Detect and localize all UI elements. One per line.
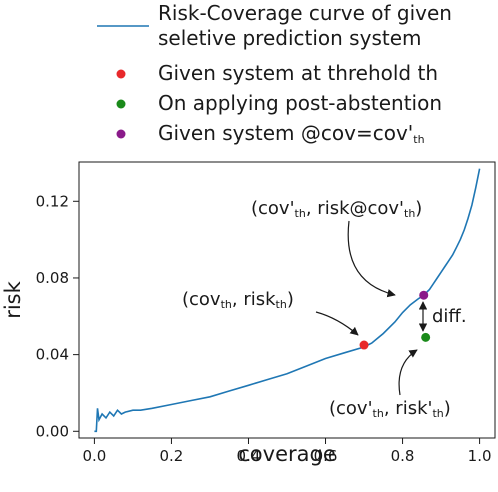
x-axis-title: coverage [238, 442, 336, 466]
legend-green-label: On applying post-abstention [158, 91, 442, 115]
x-tick-label: 0.2 [160, 447, 184, 465]
x-tick-label: 0.6 [314, 447, 338, 465]
y-tick-label: 0.04 [36, 346, 69, 364]
x-tick-label: 0.8 [391, 447, 415, 465]
legend-curve-label-line2: seletive prediction system [158, 26, 422, 50]
legend-red-marker [116, 69, 126, 79]
data-point-1 [359, 340, 369, 350]
legend-green-marker [116, 99, 126, 109]
legend-purple-marker [116, 129, 126, 139]
data-point-3 [419, 290, 429, 300]
arrow-to-red-point [315, 311, 359, 336]
data-point-2 [421, 332, 431, 342]
x-axis: 0.0 0.2 0.4 0.6 0.8 1.0 [82, 438, 492, 465]
y-axis: 0.00 0.04 0.08 0.12 [36, 192, 79, 440]
annotations: (cov'th, risk@cov'th) (covth, riskth) di… [182, 198, 467, 420]
y-tick-label: 0.00 [36, 422, 69, 440]
y-tick-label: 0.08 [36, 269, 69, 287]
axes-frame [78, 161, 496, 439]
legend: Risk-Coverage curve of given seletive pr… [97, 1, 452, 146]
annotation-cov-prime-risk-prime: (cov'th, risk'th) [329, 398, 451, 420]
y-axis-title: risk [1, 280, 25, 318]
risk-coverage-curve [94, 168, 481, 433]
x-tick-label: 1.0 [468, 447, 492, 465]
arrow-to-green-point [398, 349, 418, 396]
annotation-cov-prime-risk-at: (cov'th, risk@cov'th) [251, 198, 422, 220]
points [359, 290, 431, 350]
legend-red-label: Given system at threhold th [158, 61, 438, 85]
annotation-cov-risk: (covth, riskth) [182, 289, 294, 311]
annotation-diff: diff. [432, 306, 467, 327]
arrow-to-purple-point [347, 220, 396, 298]
legend-purple-label: Given system @cov=cov'th [158, 121, 425, 146]
legend-curve-label-line1: Risk-Coverage curve of given [158, 1, 452, 25]
x-tick-label: 0.0 [82, 447, 106, 465]
y-tick-label: 0.12 [36, 192, 69, 210]
x-tick-label: 0.4 [237, 447, 261, 465]
